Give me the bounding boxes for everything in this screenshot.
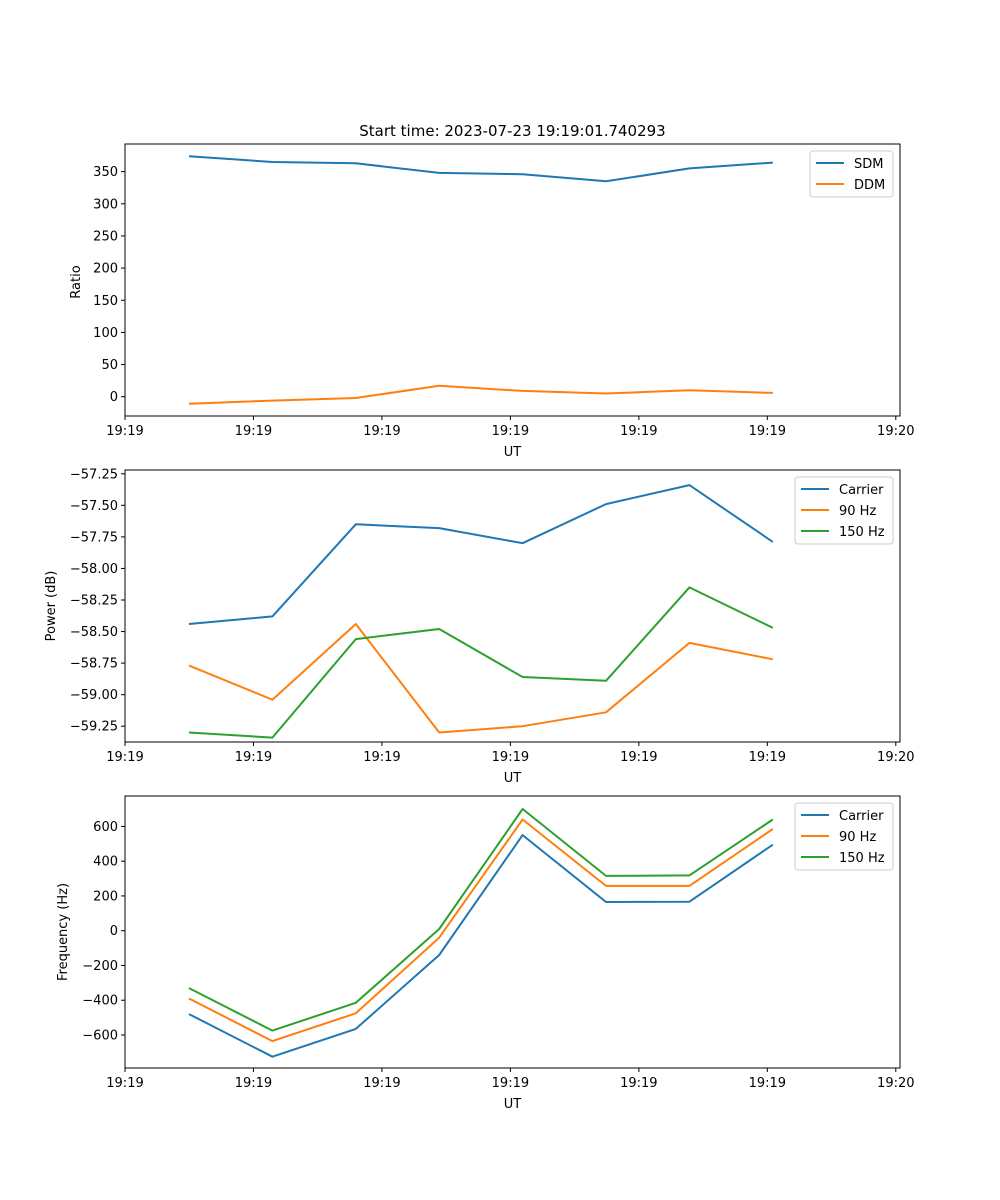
legend: SDM DDM xyxy=(809,150,894,198)
y-axis-label: Ratio xyxy=(69,265,84,298)
x-tick-label: 19:19 xyxy=(492,1076,529,1091)
y-tick-label: 0 xyxy=(110,390,118,405)
y-tick-label: 50 xyxy=(101,358,118,373)
legend-label-sdm: SDM xyxy=(854,157,883,172)
series-line-150-hz xyxy=(188,586,774,739)
plot-frame xyxy=(124,469,901,743)
y-tick-label: 600 xyxy=(93,820,118,835)
x-tick-label: 19:19 xyxy=(492,424,529,439)
y-tick-label: 150 xyxy=(93,294,118,309)
y-tick-label: −400 xyxy=(82,994,118,1009)
x-tick-label: 19:19 xyxy=(363,750,400,765)
legend-label-150hz: 150 Hz xyxy=(839,525,885,540)
series-line-150-hz xyxy=(188,808,774,1032)
panel-ratio: Start time: 2023-07-23 19:19:01.740293 1… xyxy=(69,122,915,460)
y-tick-label: −59.00 xyxy=(70,688,118,703)
y-tick-label: −57.75 xyxy=(70,530,118,545)
y-tick-label: 350 xyxy=(93,165,118,180)
y-tick-label: 400 xyxy=(93,855,118,870)
plot-frame xyxy=(124,795,901,1069)
series-line-90-hz xyxy=(188,818,774,1043)
legend: Carrier 90 Hz 150 Hz xyxy=(794,476,894,545)
y-tick-label: −58.75 xyxy=(70,657,118,672)
series-line-90-hz xyxy=(188,623,773,734)
legend-label-150hz: 150 Hz xyxy=(839,851,885,866)
y-tick-label: −58.25 xyxy=(70,594,118,609)
x-axis-label: UT xyxy=(504,445,522,460)
y-tick-label: −600 xyxy=(82,1028,118,1043)
x-tick-label: 19:19 xyxy=(492,750,529,765)
x-tick-label: 19:19 xyxy=(363,424,400,439)
y-tick-label: 0 xyxy=(110,924,118,939)
y-tick-label: −58.00 xyxy=(70,562,118,577)
x-tick-label: 19:19 xyxy=(749,424,786,439)
y-tick-label: −58.50 xyxy=(70,625,118,640)
x-tick-label: 19:19 xyxy=(620,1076,657,1091)
x-tick-label: 19:19 xyxy=(235,424,272,439)
y-tick-label: −57.25 xyxy=(70,467,118,482)
x-tick-label: 19:19 xyxy=(106,424,143,439)
legend-label-90hz: 90 Hz xyxy=(839,830,876,845)
panel-frequency: 19:19 19:19 19:19 19:19 19:19 19:19 19:20 −600… xyxy=(56,795,915,1112)
y-tick-label: 200 xyxy=(93,889,118,904)
y-tick-label: −200 xyxy=(82,959,118,974)
x-axis-label: UT xyxy=(504,771,522,786)
legend-label-90hz: 90 Hz xyxy=(839,504,876,519)
y-axis-label: Power (dB) xyxy=(44,571,59,642)
x-tick-label: 19:19 xyxy=(749,750,786,765)
series-line-sdm xyxy=(188,155,773,183)
x-tick-label: 19:19 xyxy=(620,750,657,765)
x-tick-label: 19:19 xyxy=(235,1076,272,1091)
x-tick-label: 19:19 xyxy=(106,1076,143,1091)
series-line-carrier xyxy=(188,484,774,625)
x-tick-label: 19:19 xyxy=(363,1076,400,1091)
legend-frame xyxy=(794,476,894,545)
y-tick-label: −57.50 xyxy=(70,499,118,514)
legend-label-carrier: Carrier xyxy=(839,483,884,498)
series-line-carrier xyxy=(188,834,774,1058)
panel-power: 19:19 19:19 19:19 19:19 19:19 19:19 19:20 −59.… xyxy=(44,467,915,786)
y-tick-label: −59.25 xyxy=(70,720,118,735)
legend: Carrier 90 Hz 150 Hz xyxy=(794,802,894,871)
y-tick-label: 100 xyxy=(93,326,118,341)
x-tick-label: 19:19 xyxy=(106,750,143,765)
series-line-ddm xyxy=(188,384,773,405)
legend-frame xyxy=(794,802,894,871)
y-tick-label: 200 xyxy=(93,262,118,277)
y-tick-label: 250 xyxy=(93,229,118,244)
y-tick-label: 300 xyxy=(93,197,118,212)
x-tick-label: 19:19 xyxy=(620,424,657,439)
x-tick-label: 19:19 xyxy=(235,750,272,765)
legend-label-carrier: Carrier xyxy=(839,809,884,824)
x-tick-label: 19:20 xyxy=(877,1076,914,1091)
x-tick-label: 19:19 xyxy=(749,1076,786,1091)
y-axis-label: Frequency (Hz) xyxy=(56,883,71,981)
x-tick-label: 19:20 xyxy=(877,424,914,439)
x-tick-label: 19:20 xyxy=(877,750,914,765)
chart-title: Start time: 2023-07-23 19:19:01.740293 xyxy=(359,122,665,140)
plot-frame xyxy=(124,143,901,417)
legend-label-ddm: DDM xyxy=(854,178,885,193)
x-axis-label: UT xyxy=(504,1097,522,1112)
